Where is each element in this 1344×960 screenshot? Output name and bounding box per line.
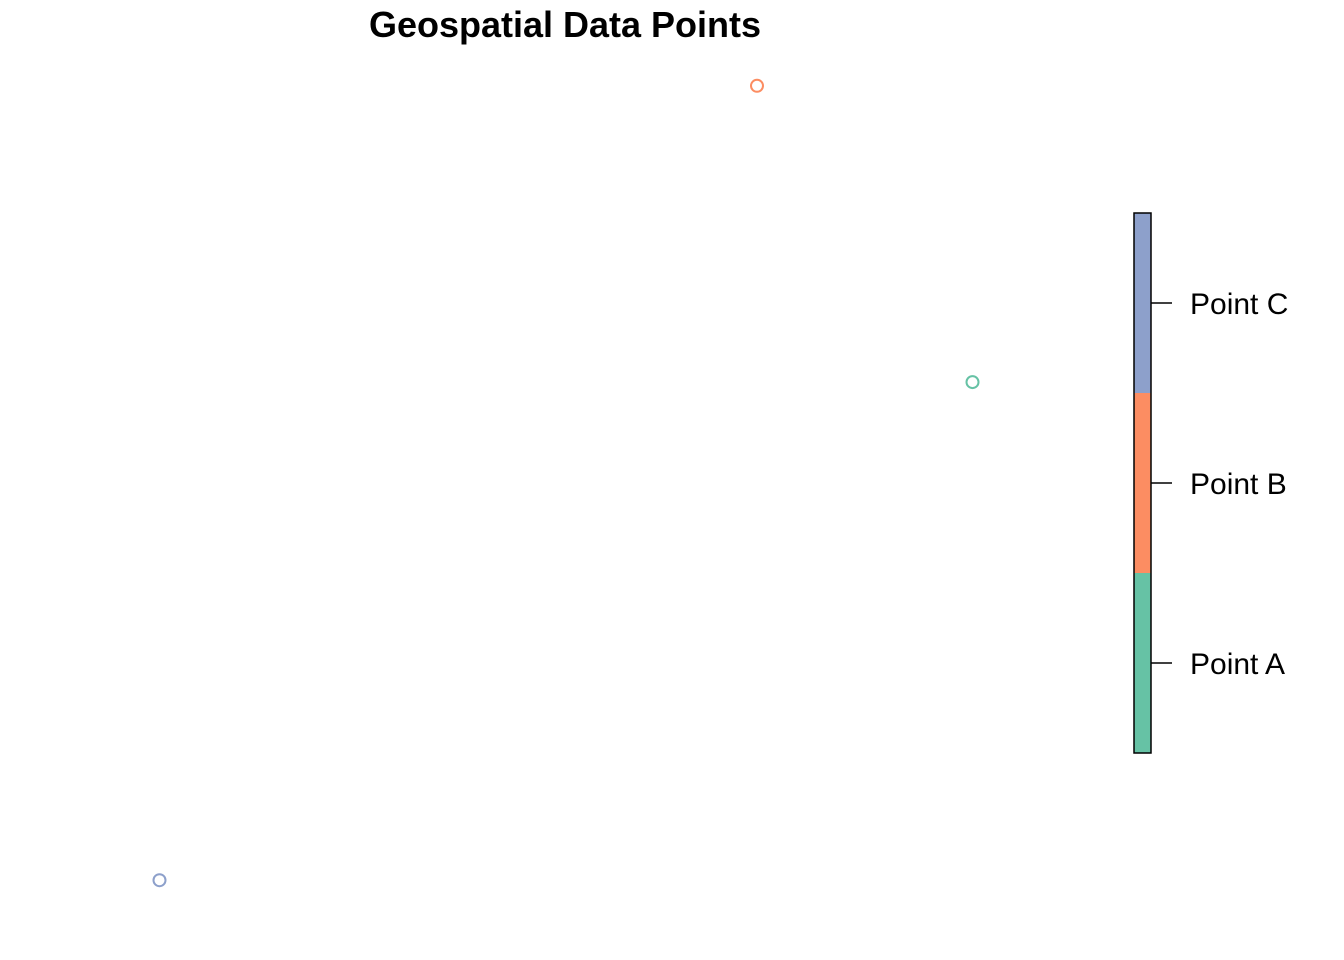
legend-label-point-a: Point A: [1190, 648, 1285, 681]
data-point-point-b: [750, 78, 764, 93]
legend-swatch-point-a: [1134, 573, 1151, 753]
legend-bar-border: [1133, 212, 1152, 754]
legend-color-bar: Point A Point B Point C: [1133, 212, 1288, 754]
data-point-point-c: [152, 873, 167, 888]
data-point-point-a: [965, 375, 980, 390]
legend-label-point-c: Point C: [1190, 288, 1288, 321]
plot-area: [152, 78, 980, 888]
chart-title: Geospatial Data Points: [369, 4, 761, 45]
legend-swatch-point-c: [1134, 213, 1151, 393]
legend-swatch-point-b: [1134, 393, 1151, 573]
legend-label-point-b: Point B: [1190, 468, 1287, 501]
